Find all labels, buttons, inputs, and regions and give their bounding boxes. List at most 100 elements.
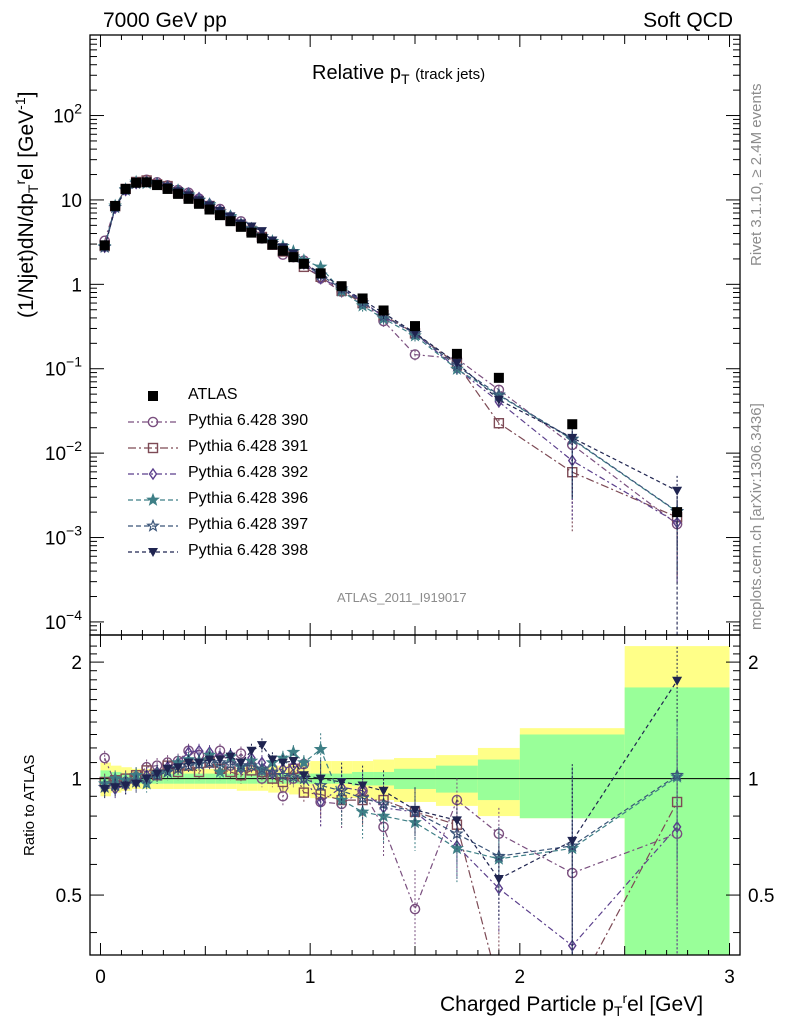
main-y-axis-label: (1/Njet)dN/dpTrel [GeV-1] — [12, 91, 42, 318]
mc-point — [567, 433, 578, 443]
analysis-name: ATLAS_2011_I919017 — [337, 590, 467, 605]
ratio-line-5 — [104, 680, 678, 880]
ratio-point — [225, 766, 236, 778]
ratio-tick-label-left: 0.5 — [56, 886, 82, 907]
legend-marker — [147, 442, 159, 454]
ratio-tick-label-left: 1 — [71, 770, 82, 791]
data-point — [256, 233, 267, 244]
data-point — [357, 293, 368, 304]
ratio-point — [246, 746, 257, 756]
legend-label: Pythia 6.428 398 — [188, 542, 309, 559]
ratio-point — [213, 764, 227, 778]
data-point — [378, 305, 389, 316]
ratio-point — [183, 758, 194, 768]
legend-label: Pythia 6.428 391 — [188, 438, 309, 455]
ratio-point — [244, 758, 259, 772]
mc-point — [410, 328, 420, 338]
ratio-point — [256, 741, 267, 751]
data-point — [173, 188, 184, 199]
ratio-point — [357, 781, 368, 791]
mc-point — [493, 418, 505, 429]
legend — [128, 391, 178, 557]
ratio-point — [99, 752, 110, 764]
ratio-tick-label-left: 2 — [71, 653, 82, 674]
ratio-point — [225, 752, 236, 762]
ratio-point — [173, 763, 184, 773]
legend-label: Pythia 6.428 392 — [188, 464, 309, 481]
ratio-point — [410, 805, 420, 815]
data-point — [315, 268, 326, 279]
data-point — [336, 281, 347, 292]
ratio-point — [255, 761, 269, 775]
ratio-point — [378, 786, 389, 796]
ratio-point — [336, 777, 347, 787]
mc-point — [246, 222, 257, 232]
mc-point — [672, 486, 683, 496]
ratio-plot-series — [97, 646, 684, 955]
ratio-point — [298, 771, 309, 781]
data-point — [288, 252, 299, 263]
legend-marker — [148, 548, 158, 557]
ratio-point — [672, 676, 683, 686]
ratio-point — [141, 774, 152, 784]
ratio-stat-band — [477, 759, 520, 801]
ratio-point — [315, 774, 326, 784]
ratio-point — [120, 781, 131, 791]
ratio-point — [99, 784, 110, 794]
data-point — [110, 200, 121, 211]
legend-marker — [147, 416, 159, 428]
ratio-point — [670, 768, 684, 782]
y-tick-label: 1 — [71, 275, 82, 296]
plot-title: Relative pT (track jets) — [312, 62, 486, 87]
ratio-tick-label-right: 2 — [748, 653, 759, 674]
mc-point — [493, 395, 504, 405]
data-point — [152, 180, 163, 191]
x-tick-label: 3 — [724, 967, 735, 988]
ratio-point — [152, 769, 163, 779]
ratio-point — [110, 783, 121, 793]
ratio-point — [355, 790, 370, 804]
ratio-point — [493, 875, 504, 885]
ratio-y-axis-label: Ratio to ATLAS — [21, 754, 38, 856]
y-tick-label: 10 — [61, 191, 82, 212]
data-point — [131, 177, 142, 188]
ratio-point — [131, 779, 142, 789]
mc-point — [451, 358, 462, 368]
ratio-point — [358, 784, 367, 797]
data-point — [493, 372, 504, 383]
legend-marker — [148, 467, 158, 481]
data-point — [672, 507, 683, 518]
legend-marker — [146, 518, 160, 532]
data-point — [120, 183, 131, 194]
ratio-tick-label-right: 0.5 — [748, 886, 774, 907]
data-point — [410, 321, 420, 332]
data-point — [162, 183, 173, 194]
ratio-point — [223, 756, 238, 770]
plot-title-subscript: T — [400, 71, 410, 87]
data-point — [235, 221, 246, 232]
mc-point — [256, 227, 267, 237]
data-point — [298, 258, 309, 269]
ratio-line-4 — [104, 761, 678, 857]
header-category-label: Soft QCD — [643, 9, 733, 32]
ratio-point — [297, 755, 311, 769]
data-point — [225, 216, 236, 227]
ratio-point — [286, 769, 301, 783]
ratio-point — [409, 903, 421, 915]
data-point — [451, 348, 462, 359]
ratio-point — [334, 783, 349, 797]
data-point — [567, 419, 578, 430]
rivet-version-label: Rivet 3.1.10, ≥ 2.4M events — [748, 83, 765, 267]
ratio-point — [265, 764, 280, 778]
legend-label: Pythia 6.428 397 — [188, 516, 309, 533]
x-tick-label: 0 — [95, 967, 106, 988]
ratio-point — [277, 758, 288, 768]
legend-marker — [148, 391, 158, 401]
data-point — [194, 198, 205, 209]
ratio-point — [313, 742, 328, 756]
data-point — [183, 193, 194, 204]
data-point — [277, 245, 288, 256]
ratio-point — [162, 764, 173, 774]
ratio-point — [278, 762, 288, 776]
